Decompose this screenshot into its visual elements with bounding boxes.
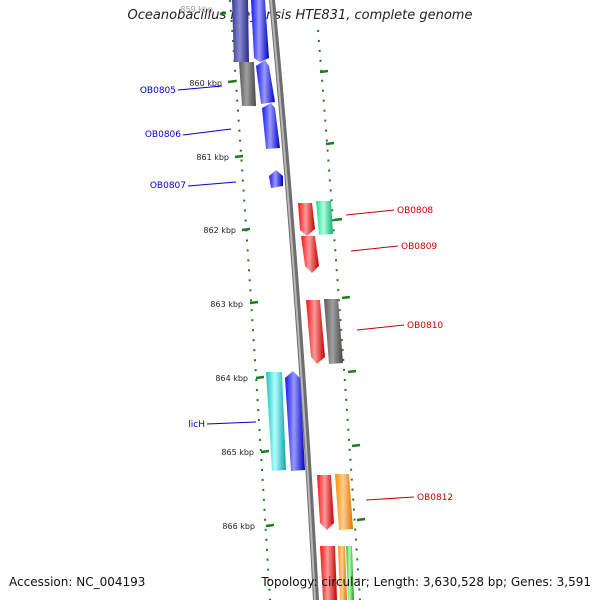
gene-feature-OB0810[interactable] xyxy=(306,300,325,364)
kbp-label: 862 kbp xyxy=(203,226,236,235)
gene-label-OB0806[interactable]: OB0806 xyxy=(145,130,181,140)
right-gene-labels: OB0808 OB0809 OB0810 OB0812 xyxy=(397,206,453,503)
gene-label-OB0809[interactable]: OB0809 xyxy=(401,242,437,252)
gene-feature-green[interactable] xyxy=(346,546,354,600)
right-label-leaders xyxy=(345,209,415,501)
gene-label-OB0812[interactable]: OB0812 xyxy=(417,493,453,503)
kbp-ticks xyxy=(219,11,366,528)
gene-feature-mint[interactable] xyxy=(316,201,333,235)
left-gene-labels: OB0805 OB0806 OB0807 licH xyxy=(140,86,205,430)
gene-feature-red[interactable] xyxy=(320,546,337,600)
kbp-label: 864 kbp xyxy=(215,374,248,383)
right-strand-genes xyxy=(298,201,354,600)
kbp-label: 860 kbp xyxy=(189,79,222,88)
gene-feature-gray[interactable] xyxy=(324,299,343,364)
gene-feature-OB0808[interactable] xyxy=(298,203,315,236)
gene-label-OB0810[interactable]: OB0810 xyxy=(407,321,443,331)
gene-feature-navy[interactable] xyxy=(232,0,249,62)
gene-feature-OB0812[interactable] xyxy=(317,475,334,530)
left-strand-genes xyxy=(232,0,305,471)
map-title: Oceanobacillus iheyensis HTE831, complet… xyxy=(127,8,473,23)
gene-feature-OB0807[interactable] xyxy=(269,170,283,188)
gene-feature-orange[interactable] xyxy=(338,546,347,600)
gene-label-OB0805[interactable]: OB0805 xyxy=(140,86,176,96)
gene-feature-licH[interactable] xyxy=(266,372,286,471)
kbp-label: 859 kbp xyxy=(180,5,213,14)
gene-label-OB0808[interactable]: OB0808 xyxy=(397,206,433,216)
kbp-labels: 859 kbp 860 kbp 861 kbp 862 kbp 863 kbp … xyxy=(180,5,255,531)
accession-text: Accession: NC_004193 xyxy=(9,575,146,589)
left-dotted-track xyxy=(229,0,271,600)
gene-feature-gray[interactable] xyxy=(239,62,256,106)
kbp-label: 866 kbp xyxy=(222,522,255,531)
gene-label-licH[interactable]: licH xyxy=(188,420,205,430)
gene-feature-OB0805[interactable] xyxy=(256,60,275,104)
genome-summary-text: Topology: circular; Length: 3,630,528 bp… xyxy=(261,575,591,589)
gene-feature-OB0806[interactable] xyxy=(262,103,280,149)
gene-feature-blue[interactable] xyxy=(251,0,269,62)
left-label-leaders xyxy=(177,85,257,425)
kbp-label: 861 kbp xyxy=(196,153,229,162)
gene-feature-blue[interactable] xyxy=(285,371,305,471)
kbp-label: 863 kbp xyxy=(210,300,243,309)
gene-feature-orange[interactable] xyxy=(335,474,353,530)
kbp-label: 865 kbp xyxy=(221,448,254,457)
gene-label-OB0807[interactable]: OB0807 xyxy=(150,181,186,191)
genome-backbone xyxy=(269,0,319,600)
gene-feature-OB0809[interactable] xyxy=(301,236,319,273)
